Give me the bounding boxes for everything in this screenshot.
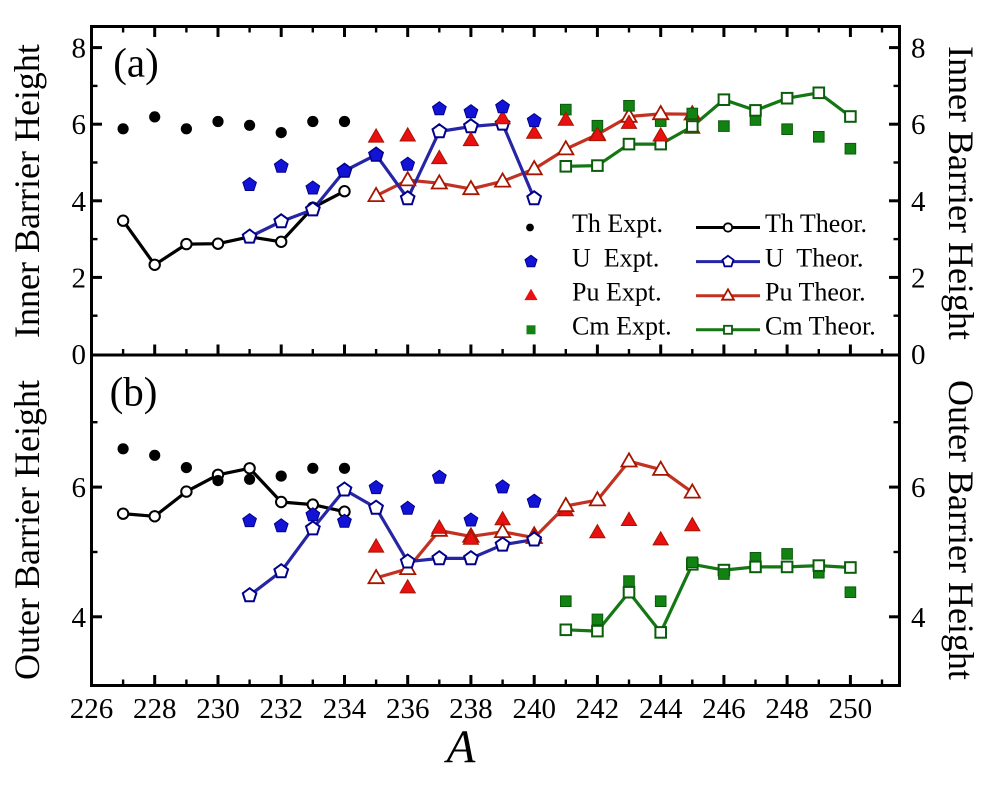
svg-text:4: 4 bbox=[72, 186, 87, 218]
svg-text:8: 8 bbox=[911, 33, 926, 65]
svg-text:Inner Barrier Height: Inner Barrier Height bbox=[7, 44, 47, 338]
svg-text:242: 242 bbox=[576, 693, 620, 725]
svg-text:244: 244 bbox=[639, 693, 683, 725]
svg-text:6: 6 bbox=[72, 109, 87, 141]
svg-text:4: 4 bbox=[911, 602, 926, 634]
svg-text:U Theor.: U Theor. bbox=[765, 243, 863, 272]
svg-text:4: 4 bbox=[72, 602, 87, 634]
svg-text:8: 8 bbox=[72, 33, 87, 65]
svg-text:Outer Barrier Height: Outer Barrier Height bbox=[7, 380, 47, 680]
svg-text:Th Theor.: Th Theor. bbox=[765, 209, 867, 238]
svg-text:228: 228 bbox=[133, 693, 177, 725]
svg-text:Pu Theor.: Pu Theor. bbox=[765, 277, 866, 306]
svg-text:230: 230 bbox=[196, 693, 240, 725]
svg-text:Th Expt.: Th Expt. bbox=[572, 209, 663, 238]
svg-text:250: 250 bbox=[829, 693, 873, 725]
svg-text:Pu Expt.: Pu Expt. bbox=[572, 277, 662, 306]
svg-text:2: 2 bbox=[911, 262, 926, 294]
svg-text:2: 2 bbox=[72, 262, 87, 294]
svg-text:234: 234 bbox=[323, 693, 367, 725]
svg-text:246: 246 bbox=[702, 693, 746, 725]
svg-text:4: 4 bbox=[911, 186, 926, 218]
svg-text:Cm Expt.: Cm Expt. bbox=[572, 312, 672, 341]
svg-text:6: 6 bbox=[72, 472, 87, 504]
svg-text:Outer Barrier Height: Outer Barrier Height bbox=[941, 380, 981, 680]
svg-text:U Expt.: U Expt. bbox=[572, 243, 659, 272]
svg-text:6: 6 bbox=[911, 472, 926, 504]
svg-text:248: 248 bbox=[765, 693, 809, 725]
svg-text:(a): (a) bbox=[113, 40, 159, 86]
svg-text:6: 6 bbox=[911, 109, 926, 141]
svg-text:232: 232 bbox=[259, 693, 303, 725]
svg-text:236: 236 bbox=[386, 693, 430, 725]
svg-text:0: 0 bbox=[72, 339, 87, 371]
svg-text:Inner Barrier Height: Inner Barrier Height bbox=[941, 46, 981, 340]
svg-text:226: 226 bbox=[70, 693, 114, 725]
svg-text:0: 0 bbox=[911, 339, 926, 371]
svg-text:(b): (b) bbox=[110, 369, 158, 415]
svg-text:A: A bbox=[444, 721, 476, 773]
svg-text:238: 238 bbox=[449, 693, 493, 725]
svg-text:240: 240 bbox=[512, 693, 556, 725]
svg-text:Cm Theor.: Cm Theor. bbox=[765, 312, 876, 341]
